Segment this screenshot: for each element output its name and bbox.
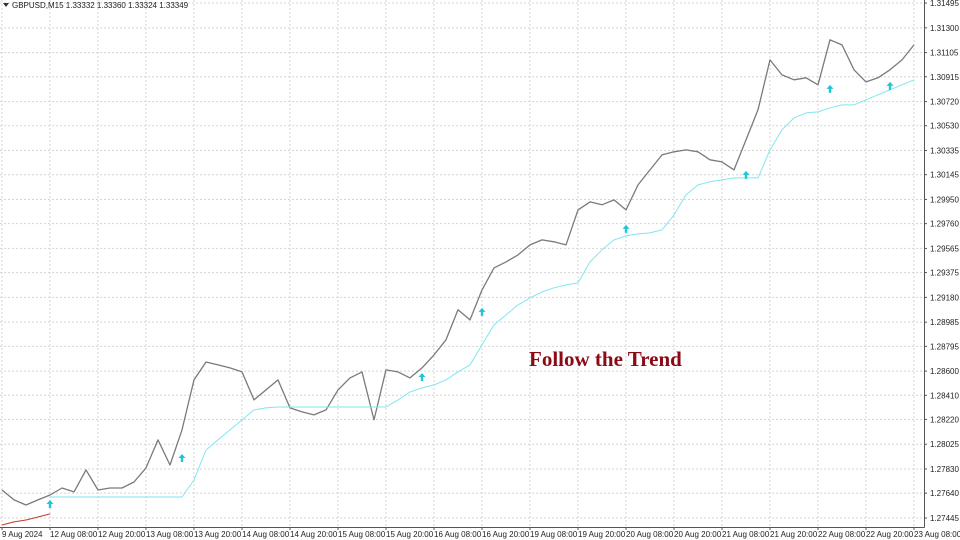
y-tick-label: 1.31300 [930,24,959,33]
x-tick-label: 21 Aug 20:00 [770,530,818,539]
y-tick-label: 1.30915 [930,73,959,82]
y-tick-label: 1.29760 [930,220,959,229]
x-tick-label: 20 Aug 20:00 [674,530,722,539]
y-tick-label: 1.30145 [930,171,959,180]
y-tick-label: 1.27445 [930,514,959,523]
price-line [50,79,915,498]
y-tick-label: 1.30530 [930,122,959,131]
y-tick-label: 1.28025 [930,440,959,449]
symbol-arrow [3,3,9,7]
y-tick-label: 1.31105 [930,49,959,58]
y-tick-label: 1.28985 [930,318,959,327]
x-tick-label: 13 Aug 20:00 [194,530,242,539]
signal-arrow [622,224,630,233]
y-tick-label: 1.29565 [930,244,959,253]
signal-arrow [46,499,54,508]
x-tick-label: 19 Aug 20:00 [578,530,626,539]
signal-arrow [478,307,486,316]
y-tick-label: 1.27640 [930,489,959,498]
y-tick-label: 1.31495 [930,0,959,8]
y-tick-label: 1.28220 [930,415,959,424]
y-tick-label: 1.30335 [930,147,959,156]
y-tick-label: 1.28600 [930,367,959,376]
price-line [1,39,915,506]
y-tick-label: 1.27830 [930,465,959,474]
chart-title: GBPUSD,M15 1.33332 1.33360 1.33324 1.333… [12,1,189,10]
y-tick-label: 1.29180 [930,293,959,302]
x-tick-label: 21 Aug 08:00 [722,530,770,539]
signal-arrow [178,453,186,462]
y-tick-label: 1.29950 [930,195,959,204]
price-line [1,513,51,526]
x-tick-label: 23 Aug 08:00 [914,530,960,539]
x-tick-label: 22 Aug 08:00 [818,530,866,539]
x-tick-label: 14 Aug 20:00 [290,530,338,539]
grid [0,0,924,527]
signal-arrow [826,84,834,93]
x-tick-label: 19 Aug 08:00 [530,530,578,539]
x-tick-label: 12 Aug 08:00 [50,530,98,539]
signal-arrow [418,372,426,381]
x-tick-label: 13 Aug 08:00 [146,530,194,539]
x-tick-label: 14 Aug 08:00 [242,530,290,539]
x-tick-label: 16 Aug 08:00 [434,530,482,539]
x-tick-label: 15 Aug 20:00 [386,530,434,539]
plot [1,39,915,526]
y-tick-label: 1.30720 [930,98,959,107]
x-tick-label: 9 Aug 2024 [2,530,43,539]
y-tick-label: 1.28795 [930,342,959,351]
x-tick-label: 20 Aug 08:00 [626,530,674,539]
x-tick-label: 15 Aug 08:00 [338,530,386,539]
signal-arrow [742,170,750,179]
x-tick-label: 12 Aug 20:00 [98,530,146,539]
annotation: Follow the Trend [529,347,682,371]
y-tick-label: 1.29375 [930,269,959,278]
y-tick-label: 1.28410 [930,391,959,400]
x-tick-label: 16 Aug 20:00 [482,530,530,539]
signal-arrow [886,81,894,90]
x-tick-label: 22 Aug 20:00 [866,530,914,539]
